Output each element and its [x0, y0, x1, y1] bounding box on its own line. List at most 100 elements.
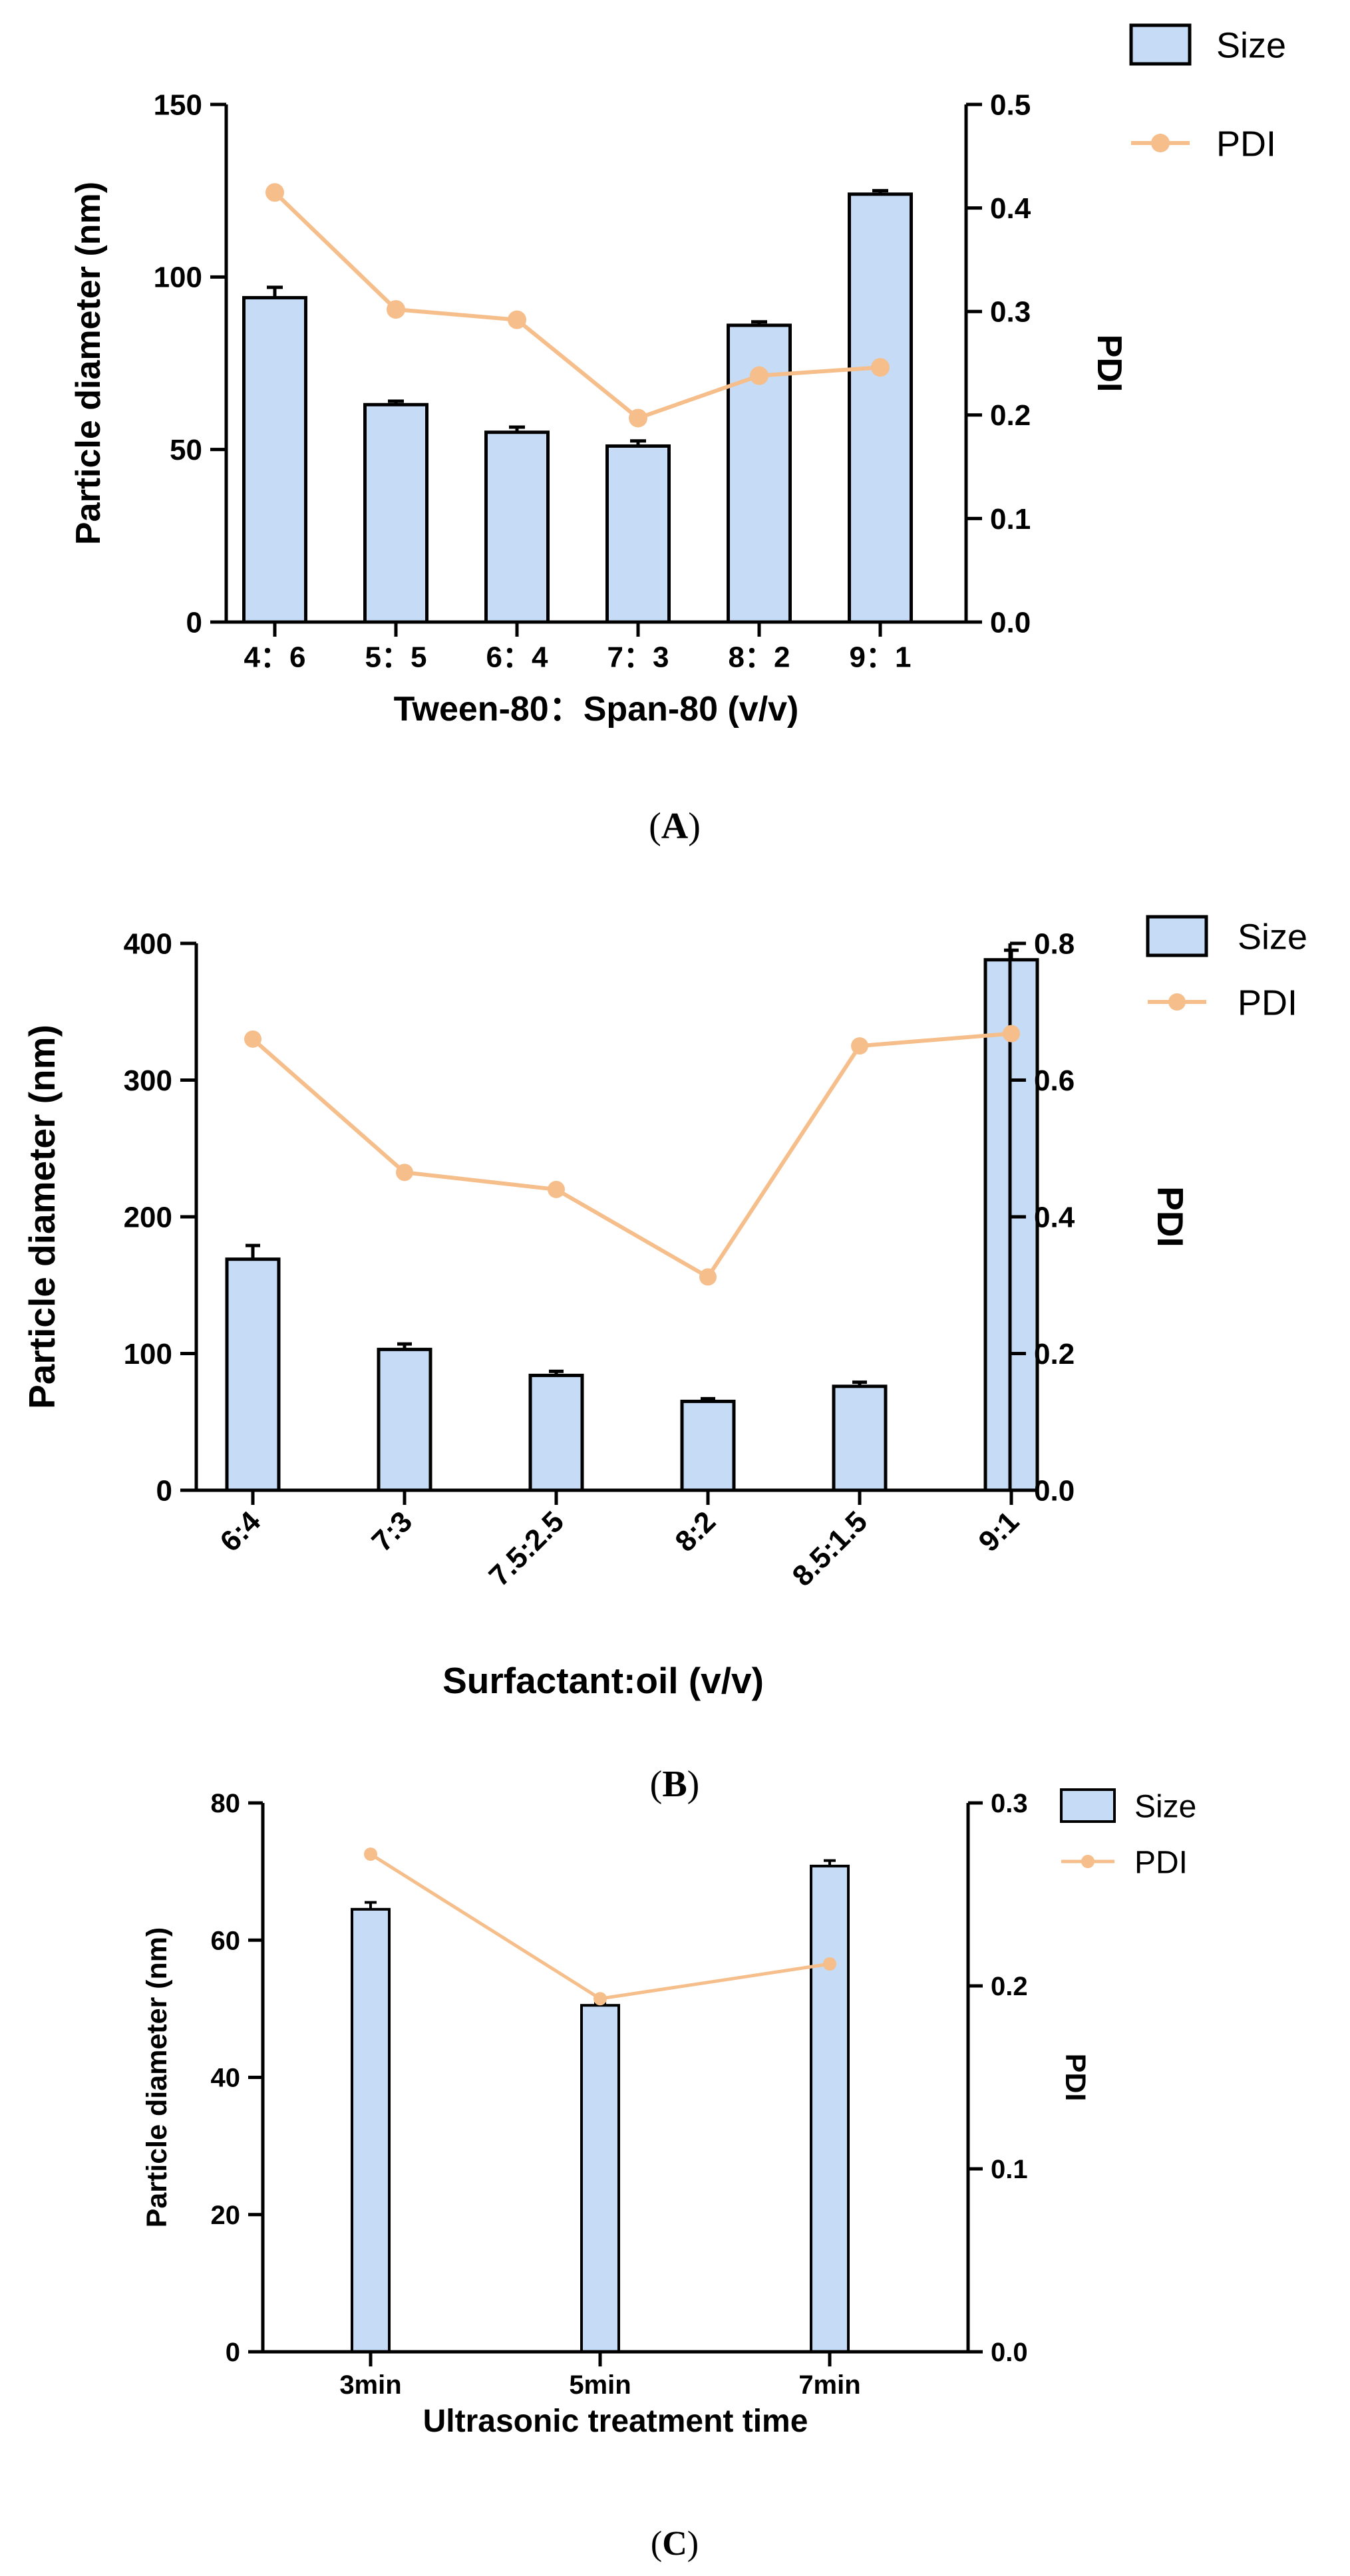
panel-a-right-tick-label: 0.4: [990, 192, 1031, 225]
panel-b-pdi-point: [699, 1268, 717, 1286]
panel-a-x-tick-label: 6：4: [486, 641, 548, 674]
panel-a-size-bar: [605, 444, 671, 624]
panel-a-size-bar: [242, 295, 307, 624]
panel-c-legend-pdi-marker: [1081, 1855, 1095, 1868]
panel-a-x-tick-label: 8：2: [729, 641, 790, 674]
panel-a-size-bar: [484, 430, 550, 624]
panel-a-legend: Size PDI: [1129, 23, 1286, 164]
panel-a-x-tick-label: 5：5: [365, 641, 427, 674]
panel-c-right-tick-label: 0.0: [991, 2338, 1028, 2367]
panel-b-pdi-point: [851, 1037, 868, 1055]
panel-b-x-tick-label: 8:2: [669, 1505, 722, 1558]
panel-c-y2-axis-label: PDI: [1059, 2054, 1091, 2102]
panel-b-x-tick-label: 7.5:2.5: [483, 1505, 571, 1593]
panel-b-caption-close: ): [687, 1764, 700, 1805]
panel-b-legend-pdi-label: PDI: [1238, 983, 1297, 1023]
panel-c-right-tick-label: 0.1: [991, 2155, 1028, 2184]
panel-b-left-tick-label: 200: [124, 1201, 172, 1233]
panel-a-y2-axis-label: PDI: [1090, 335, 1128, 393]
panel-a-pdi-point: [387, 300, 405, 319]
panel-c-caption-close: ): [687, 2525, 699, 2563]
panel-c-right-tick-label: 0.2: [991, 1972, 1028, 2001]
panel-c-left-tick-label: 80: [211, 1789, 241, 1818]
panel-b-pdi-line: [252, 1031, 1012, 1280]
panel-c-pdi-line: [369, 1852, 830, 2001]
panel-c-caption-letter: C: [662, 2525, 687, 2563]
panel-c-caption-open: (: [651, 2525, 662, 2563]
panel-b-caption: (B): [650, 1764, 700, 1805]
panel-b-right-tick-label: 0.4: [1034, 1201, 1075, 1233]
panel-b-left-tick-label: 300: [124, 1064, 172, 1097]
panel-a-pdi-point: [508, 310, 526, 329]
panel-a-caption: (A): [649, 806, 701, 847]
panel-a-legend-pdi-marker: [1151, 134, 1170, 152]
panel-b-y-axis-label: Particle diameter (nm): [21, 1025, 63, 1409]
panel-a-pdi-point: [629, 408, 647, 428]
panel-a-left-tick-label: 100: [154, 261, 202, 294]
panel-b-chart: 0 100 200 300 400 0.0 0.2 0.4 0.6 0.8 6:4 7:3 7.5:2.…: [21, 915, 1307, 1805]
panel-c-legend: Size PDI: [1060, 1788, 1196, 1880]
panel-a-right-tick-label: 0.3: [990, 296, 1031, 329]
panel-c-y-axis-label: Particle diameter (nm): [141, 1927, 173, 2228]
panel-c-pdi-point: [823, 1957, 836, 1971]
panel-a-left-tick-label: 0: [186, 606, 202, 639]
panel-a-right-tick-label: 0.2: [990, 399, 1031, 432]
panel-a-pdi-line: [273, 191, 881, 420]
panel-c-size-bar: [580, 2004, 620, 2353]
panel-a-legend-size-swatch: [1129, 23, 1192, 66]
panel-b-legend: Size PDI: [1146, 915, 1307, 1023]
panel-b-caption-open: (: [650, 1764, 663, 1805]
panel-c-x-axis-label: Ultrasonic treatment time: [423, 2404, 808, 2439]
panel-b-x-axis-label: Surfactant:oil (v/v): [442, 1660, 764, 1701]
panel-a-left-tick-label: 50: [170, 434, 202, 466]
panel-b-right-tick-label: 0.8: [1034, 927, 1075, 960]
panel-c-size-bar: [810, 1864, 850, 2353]
panel-c-x-tick-label: 3min: [339, 2370, 401, 2400]
panel-c-legend-pdi-label: PDI: [1134, 1845, 1188, 1880]
panel-c-legend-size-label: Size: [1134, 1789, 1196, 1824]
panel-b-x-tick-label: 7:3: [365, 1505, 419, 1558]
panel-a-pdi-point: [871, 358, 890, 377]
panel-a-left-tick-label: 150: [154, 88, 202, 121]
panel-b-right-tick-label: 0.2: [1034, 1338, 1075, 1370]
panel-a-right-tick-label: 0.0: [990, 606, 1031, 639]
panel-a-size-bar: [363, 402, 428, 624]
panel-b-size-bar: [832, 1384, 888, 1492]
panel-b-legend-size-swatch: [1146, 915, 1208, 957]
panel-a-pdi-point: [265, 183, 284, 202]
panel-c-right-tick-label: 0.3: [991, 1789, 1028, 1818]
panel-c-left-tick-label: 0: [226, 2338, 240, 2367]
panel-b-legend-size-label: Size: [1238, 917, 1307, 957]
panel-a-legend-size-label: Size: [1216, 25, 1286, 65]
panel-a-right-tick-label: 0.5: [990, 88, 1031, 121]
panel-b-left-tick-label: 100: [124, 1338, 172, 1370]
panel-b-size-bar: [377, 1347, 432, 1492]
panel-a-legend-pdi-label: PDI: [1216, 124, 1276, 164]
panel-c-chart: 0 20 40 60 80 0.0 0.1 0.2 0.3 3min 5min 7min Ultraso…: [141, 1788, 1196, 2563]
panel-a-x-tick-label: 7：3: [607, 641, 669, 674]
panel-a-chart: 0 50 100 150 0.0 0.1 0.2 0.3 0.4 0.5 4：6 5：5 6：4 7：3 8…: [69, 23, 1286, 847]
panel-c-pdi-point: [364, 1848, 377, 1861]
panel-c-left-tick-label: 40: [211, 2064, 241, 2093]
panel-b-pdi-point: [244, 1030, 261, 1048]
panel-c-left-tick-label: 20: [211, 2201, 241, 2230]
panel-c-pdi-point: [593, 1992, 607, 2006]
panel-c-size-bar: [351, 1907, 391, 2353]
panel-a-caption-open: (: [649, 806, 661, 847]
panel-b-x-tick-label: 8.5:1.5: [786, 1505, 874, 1593]
panel-b-left-tick-label: 0: [156, 1474, 172, 1507]
panel-b-left-tick-label: 400: [124, 927, 172, 960]
panel-c-caption: (C): [651, 2525, 699, 2563]
panel-b-pdi-point: [396, 1164, 413, 1182]
panel-a-pdi-point: [750, 366, 768, 385]
panel-c-left-tick-label: 60: [211, 1926, 241, 1955]
panel-a-caption-letter: A: [661, 806, 689, 847]
panel-a-y-axis-label: Particle diameter (nm): [69, 182, 108, 545]
panel-b-x-tick-label: 6:4: [214, 1505, 267, 1558]
panel-a-size-bar: [848, 192, 913, 624]
panel-b-legend-pdi-marker: [1168, 993, 1186, 1011]
panel-b-caption-letter: B: [662, 1764, 687, 1805]
panel-b-size-bar: [225, 1257, 281, 1492]
panel-a-x-tick-label: 4：6: [244, 641, 306, 674]
panel-b-size-bar: [680, 1399, 736, 1492]
